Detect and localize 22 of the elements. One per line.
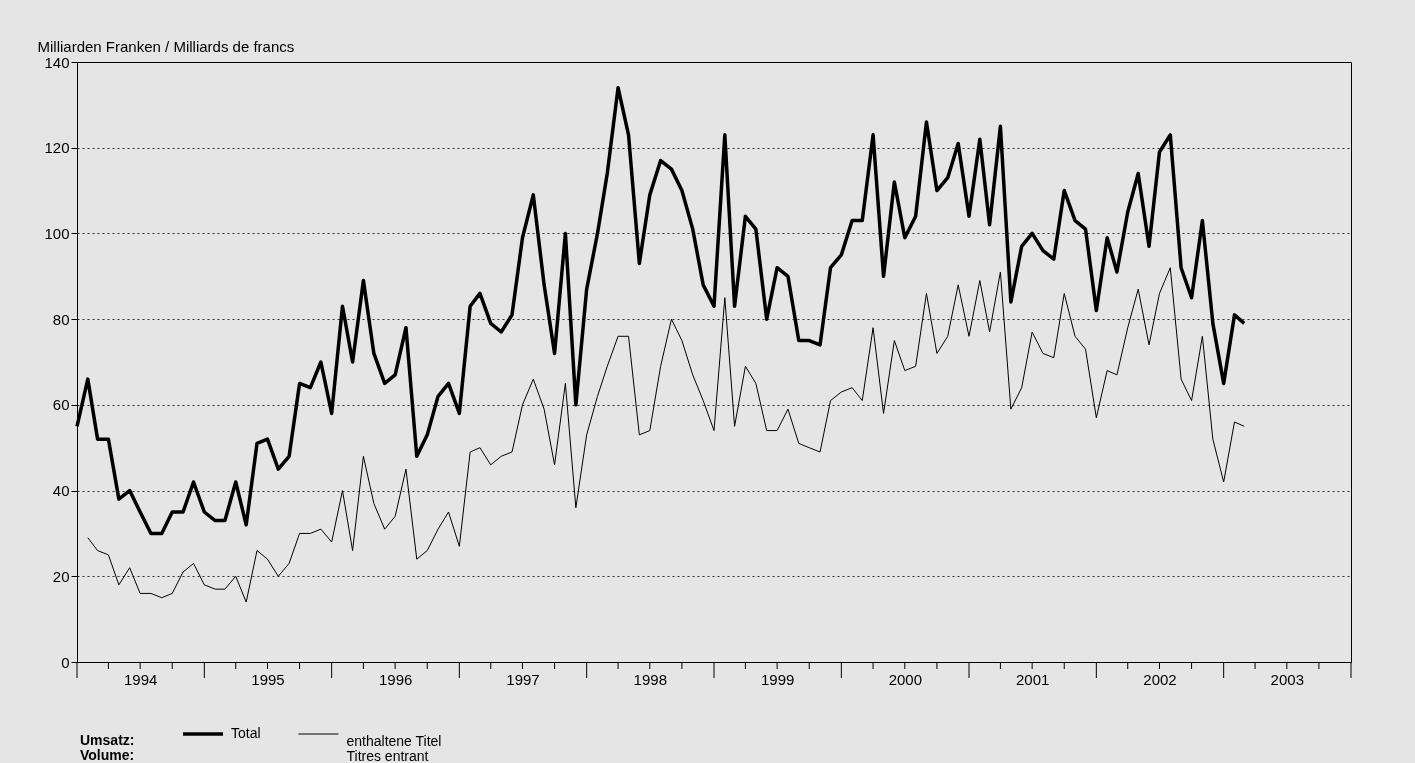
x-tick-label: 1995 bbox=[251, 670, 285, 688]
legend-title: Umsatz: Volume: bbox=[80, 732, 135, 763]
x-tick-label: 1998 bbox=[633, 670, 667, 688]
x-tick-label: 1999 bbox=[760, 670, 795, 688]
y-axis-title: Milliarden Franken / Milliards de francs bbox=[37, 37, 295, 55]
x-tick-label: 1994 bbox=[123, 670, 158, 688]
legend-label: enthaltene Titel Titres entrant bbox=[346, 732, 442, 763]
y-tick-label: 0 bbox=[61, 653, 70, 671]
x-tick-label: 1997 bbox=[506, 670, 540, 688]
x-tick-label: 1996 bbox=[378, 670, 413, 688]
x-tick-label: 2001 bbox=[1015, 670, 1050, 688]
y-tick-label: 60 bbox=[52, 396, 70, 414]
y-tick-label: 100 bbox=[44, 224, 70, 242]
y-tick-label: 40 bbox=[52, 482, 70, 500]
x-tick-label: 2002 bbox=[1143, 670, 1177, 688]
y-tick-label: 20 bbox=[52, 567, 70, 585]
legend-label: Total bbox=[231, 725, 261, 741]
y-tick-label: 80 bbox=[52, 310, 70, 328]
y-tick-label: 120 bbox=[44, 139, 70, 157]
y-tick-label: 140 bbox=[44, 53, 70, 71]
x-tick-label: 2003 bbox=[1270, 670, 1304, 688]
x-tick-label: 2000 bbox=[888, 670, 923, 688]
